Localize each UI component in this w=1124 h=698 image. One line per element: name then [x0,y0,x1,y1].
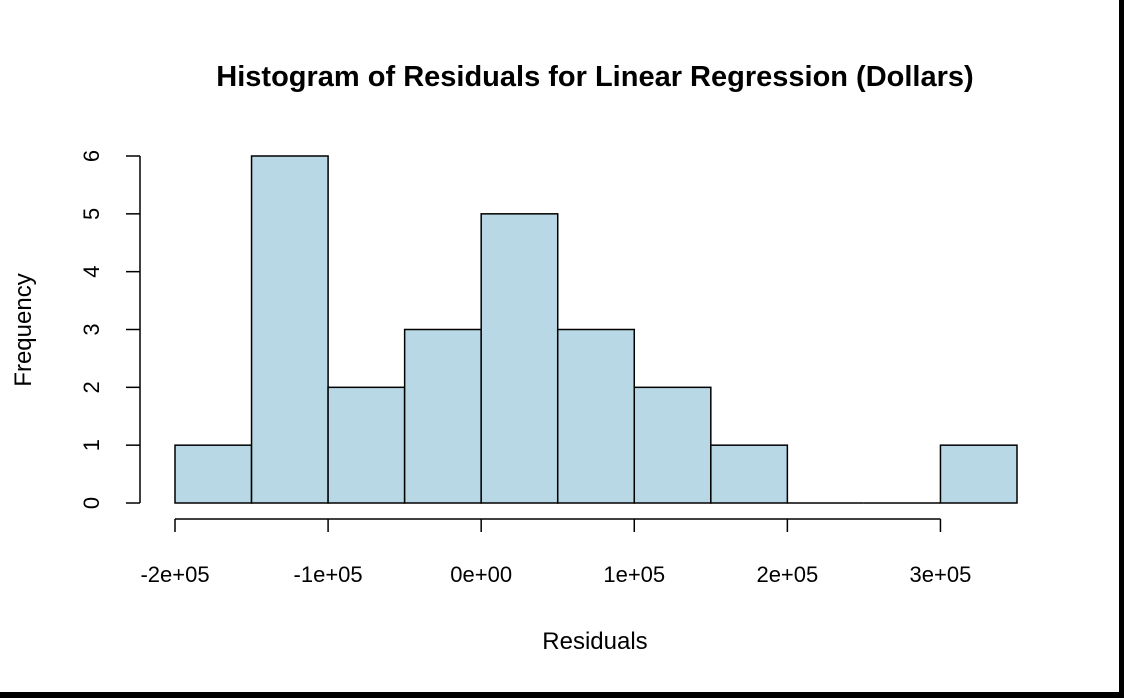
x-tick-label: -2e+05 [140,562,209,587]
y-tick-label: 3 [79,323,104,335]
y-tick-label: 5 [79,208,104,220]
x-tick-label: 3e+05 [910,562,972,587]
chart-title: Histogram of Residuals for Linear Regres… [216,61,973,93]
histogram-bar [174,444,253,504]
histogram-bar [327,386,406,504]
y-tick-label: 6 [79,150,104,162]
x-tick-label: -1e+05 [294,562,363,587]
histogram-bar [556,328,636,504]
y-axis: 0 1 2 3 4 5 6 [79,150,141,509]
histogram-bar [633,386,712,504]
x-tick-label: 1e+05 [603,562,665,587]
histogram-bar [710,444,789,504]
bars-group [174,155,1018,504]
histogram-bar [250,155,329,504]
x-tick-label: 0e+00 [450,562,512,587]
x-tick-label: 2e+05 [756,562,818,587]
y-tick-label: 2 [79,381,104,393]
histogram-bar [403,328,482,504]
x-axis: -2e+05 -1e+05 0e+00 1e+05 2e+05 3e+05 [140,518,972,587]
histogram-bar [939,444,1018,504]
x-axis-label: Residuals [542,628,647,655]
histogram-bar [480,213,559,504]
y-tick-label: 4 [79,266,104,278]
y-tick-label: 1 [79,439,104,451]
y-tick-label: 0 [79,497,104,509]
y-axis-label: Frequency [10,273,37,386]
